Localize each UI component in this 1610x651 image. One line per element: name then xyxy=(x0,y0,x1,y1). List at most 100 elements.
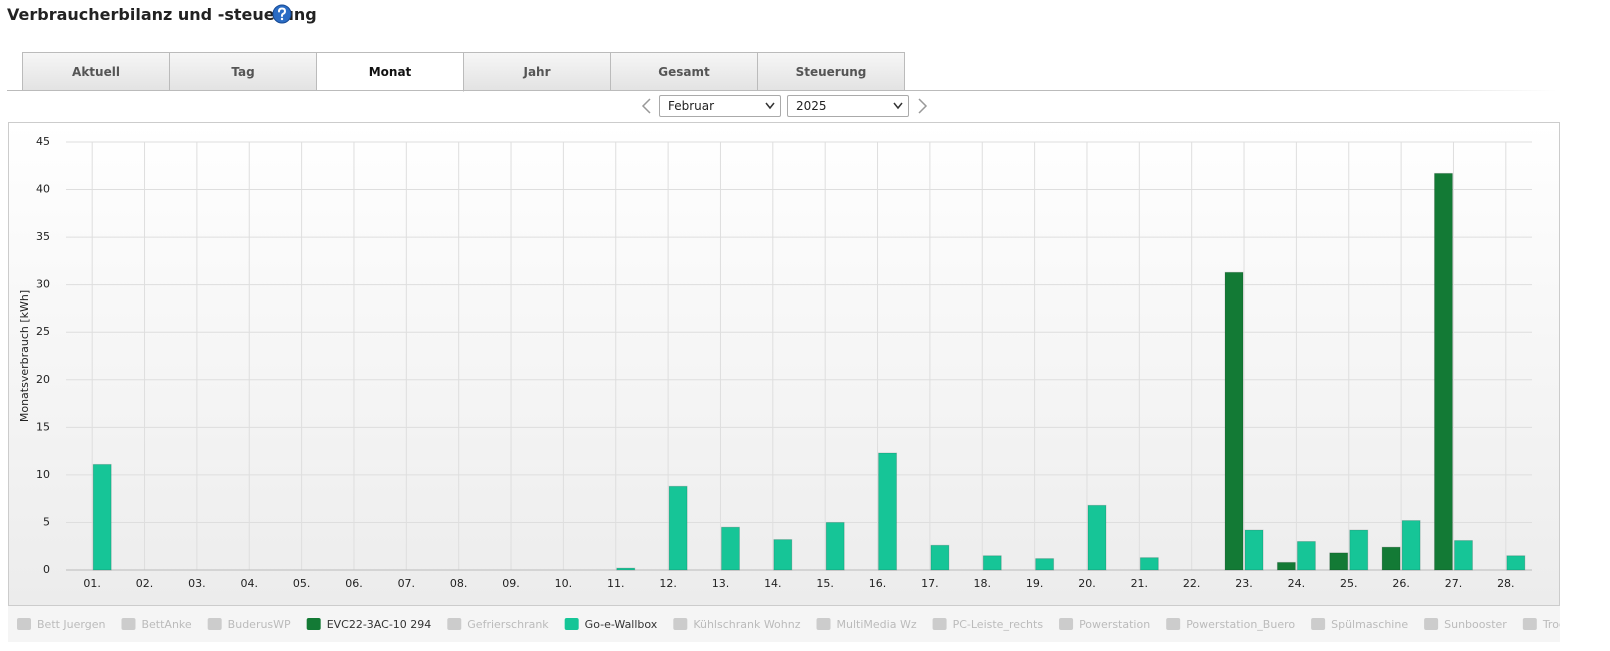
y-tick-label: 0 xyxy=(43,563,50,576)
bar xyxy=(825,521,845,571)
month-select[interactable]: Februar xyxy=(659,95,781,117)
page-title: Verbraucherbilanz und -steuerung xyxy=(7,5,317,24)
bar xyxy=(1401,520,1421,571)
bar xyxy=(1453,540,1473,571)
legend-swatch xyxy=(1166,618,1181,630)
bar xyxy=(1276,561,1296,571)
legend-label[interactable]: Gefrierschrank xyxy=(467,618,549,631)
legend-label[interactable]: Go-e-Wallbox xyxy=(585,618,658,631)
bar xyxy=(1381,546,1401,571)
x-tick-label: 17. xyxy=(921,577,939,590)
tab[interactable]: Jahr xyxy=(464,52,611,91)
y-tick-label: 5 xyxy=(43,515,50,528)
y-tick-label: 35 xyxy=(36,230,50,243)
year-select[interactable]: 2025 xyxy=(787,95,909,117)
legend-swatch xyxy=(121,618,136,630)
x-tick-label: 04. xyxy=(241,577,259,590)
legend-label[interactable]: MultiMedia Wz xyxy=(837,618,917,631)
bar xyxy=(982,555,1002,571)
x-tick-label: 27. xyxy=(1445,577,1463,590)
legend-swatch xyxy=(932,618,947,630)
tab-line xyxy=(7,90,1557,91)
prev-month[interactable] xyxy=(640,97,654,115)
x-tick-label: 07. xyxy=(398,577,416,590)
bar xyxy=(773,539,793,571)
legend-label[interactable]: Spülmaschine xyxy=(1331,618,1408,631)
month-value: Februar xyxy=(668,99,715,113)
y-tick-label: 15 xyxy=(36,420,50,433)
legend-swatch xyxy=(1424,618,1439,630)
legend-label[interactable]: BettAnke xyxy=(141,618,191,631)
legend-swatch xyxy=(816,618,831,630)
bar xyxy=(1087,504,1107,571)
tab[interactable]: Tag xyxy=(170,52,317,91)
legend-band xyxy=(8,606,1560,642)
legend-swatch xyxy=(306,618,321,630)
chart-frame xyxy=(8,122,1560,606)
legend-swatch xyxy=(1522,618,1537,630)
help-icon[interactable] xyxy=(272,4,292,24)
x-tick-label: 23. xyxy=(1235,577,1253,590)
x-tick-label: 02. xyxy=(136,577,154,590)
x-tick-label: 16. xyxy=(869,577,887,590)
next-month[interactable] xyxy=(915,97,929,115)
bar xyxy=(1035,558,1055,571)
legend-label[interactable]: Kühlschrank Wohnz xyxy=(693,618,800,631)
y-tick-label: 20 xyxy=(36,373,50,386)
x-tick-label: 24. xyxy=(1288,577,1306,590)
x-tick-label: 03. xyxy=(188,577,206,590)
x-tick-label: 05. xyxy=(293,577,311,590)
x-tick-label: 01. xyxy=(83,577,101,590)
tab[interactable]: Aktuell xyxy=(22,52,170,91)
legend-swatch xyxy=(1311,618,1326,630)
x-tick-label: 20. xyxy=(1078,577,1096,590)
x-tick-label: 12. xyxy=(659,577,677,590)
bar xyxy=(1224,271,1244,571)
y-tick-label: 10 xyxy=(36,468,50,481)
x-tick-label: 25. xyxy=(1340,577,1358,590)
bar xyxy=(1296,540,1316,571)
legend-label[interactable]: EVC22-3AC-10 294 xyxy=(327,618,432,631)
tab[interactable]: Gesamt xyxy=(611,52,758,91)
tab[interactable]: Steuerung xyxy=(758,52,905,91)
y-tick-label: 25 xyxy=(36,325,50,338)
legend-label[interactable]: Powerstation xyxy=(1079,618,1150,631)
tab[interactable]: Monat xyxy=(317,52,464,92)
legend-swatch xyxy=(17,618,31,630)
legend-swatch xyxy=(673,618,688,630)
x-tick-label: 09. xyxy=(502,577,520,590)
bar xyxy=(1433,172,1453,571)
legend-swatch xyxy=(1059,618,1074,630)
year-value: 2025 xyxy=(796,99,827,113)
x-tick-label: 06. xyxy=(345,577,363,590)
x-tick-label: 10. xyxy=(555,577,573,590)
y-axis-label: Monatsverbrauch [kWh] xyxy=(18,290,31,422)
x-tick-label: 15. xyxy=(816,577,834,590)
bar xyxy=(668,485,688,571)
x-tick-label: 08. xyxy=(450,577,468,590)
tab-bar: Aktuell Tag Monat Jahr Gesamt Steuerung xyxy=(22,52,905,92)
chart: Monatsverbrauch [kWh] 0 5 10 15 20 25 30 35 40 45… xyxy=(8,122,1560,642)
bar xyxy=(92,463,112,571)
x-tick-label: 13. xyxy=(712,577,730,590)
legend-label[interactable]: PC-Leiste_rechts xyxy=(953,618,1044,631)
y-tick-label: 40 xyxy=(36,183,50,196)
legend-swatch xyxy=(207,618,222,630)
legend-label[interactable]: BuderusWP xyxy=(228,618,291,631)
x-tick-label: 18. xyxy=(974,577,992,590)
legend-label[interactable]: Bett Juergen xyxy=(37,618,105,631)
legend-label[interactable]: Powerstation_Buero xyxy=(1186,618,1295,631)
x-tick-label: 11. xyxy=(607,577,625,590)
bar xyxy=(720,526,740,571)
bar xyxy=(1329,552,1349,571)
bar xyxy=(930,544,950,571)
bar xyxy=(1349,529,1369,571)
bar xyxy=(1139,557,1159,571)
legend-label[interactable]: Sunbooster xyxy=(1444,618,1507,631)
legend-swatch xyxy=(564,618,579,630)
legend-label[interactable]: Trockner xyxy=(1542,618,1560,631)
x-tick-label: 14. xyxy=(764,577,782,590)
y-tick-label: 30 xyxy=(36,278,50,291)
bar xyxy=(878,452,898,571)
